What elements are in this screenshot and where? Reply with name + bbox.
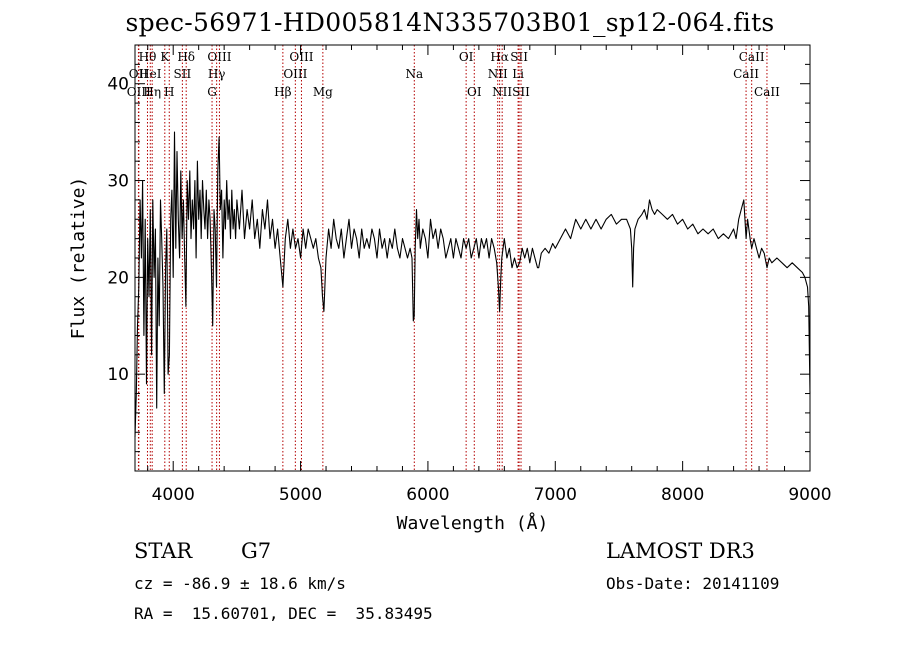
x-tick-label: 8000 <box>661 485 704 505</box>
line-marker-label: NII <box>488 67 508 81</box>
line-marker-label: Li <box>512 67 524 81</box>
x-tick-label: 9000 <box>788 485 831 505</box>
line-marker-label: K <box>160 50 170 64</box>
line-marker-label: SII <box>510 50 528 64</box>
line-marker-label: Hβ <box>274 85 291 99</box>
line-marker-label: CaII <box>754 85 780 99</box>
line-marker-label: CaII <box>739 50 765 64</box>
survey-name: LAMOST DR3 <box>606 539 755 563</box>
line-marker-label: OIII <box>127 85 151 99</box>
line-marker-label: Mg <box>313 85 333 99</box>
y-axis-label: Flux (relative) <box>68 177 89 340</box>
line-marker-label: Hα <box>490 50 509 64</box>
line-marker-label: OIII <box>207 50 231 64</box>
chart-title: spec-56971-HD005814N335703B01_sp12-064.f… <box>125 8 775 37</box>
line-marker-label: Hδ <box>177 50 195 64</box>
y-tick-label: 10 <box>107 365 129 385</box>
line-marker-label: G <box>207 85 217 99</box>
x-tick-label: 6000 <box>406 485 449 505</box>
line-marker-label: HeI <box>139 67 162 81</box>
line-marker-label: Hγ <box>208 67 226 81</box>
line-marker-label: OIII <box>289 50 313 64</box>
line-marker-label: Hθ <box>139 50 157 64</box>
x-tick-label: 5000 <box>279 485 322 505</box>
line-marker-label: SII <box>512 85 530 99</box>
line-marker-label: OIII <box>283 67 307 81</box>
axes: 4000 5000 6000 7000 8000 9000 10 20 30 40 Waveleng… <box>68 44 832 534</box>
line-marker-label: OI <box>459 50 474 64</box>
line-marker-label: NII <box>492 85 512 99</box>
spectrum-line <box>134 131 811 438</box>
object-class: STAR <box>134 539 193 563</box>
line-marker-label: H <box>164 85 174 99</box>
y-tick-label: 40 <box>107 75 129 95</box>
x-tick-label: 7000 <box>534 485 577 505</box>
plot-frame <box>134 44 811 472</box>
line-markers: HθOIIOIIIHeIHηKSIIHHδOIIIHγGHβOIIIOIIIMg… <box>127 45 780 471</box>
spectral-subclass: G7 <box>241 539 272 563</box>
x-axis-label: Wavelength (Å) <box>397 512 549 534</box>
y-tick-label: 30 <box>107 172 129 192</box>
line-marker-label: OI <box>467 85 482 99</box>
line-marker-label: SII <box>174 67 192 81</box>
y-tick-label: 20 <box>107 268 129 288</box>
line-marker-label: Hη <box>143 85 161 99</box>
line-marker-label: CaII <box>733 67 759 81</box>
series-layer <box>134 131 811 438</box>
obs-date: Obs-Date: 20141109 <box>606 574 780 593</box>
line-marker-label: Na <box>405 67 423 81</box>
redshift-cz: cz = -86.9 ± 18.6 km/s <box>134 574 346 593</box>
x-tick-label: 4000 <box>152 485 195 505</box>
coordinates: RA = 15.60701, DEC = 35.83495 <box>134 604 433 623</box>
